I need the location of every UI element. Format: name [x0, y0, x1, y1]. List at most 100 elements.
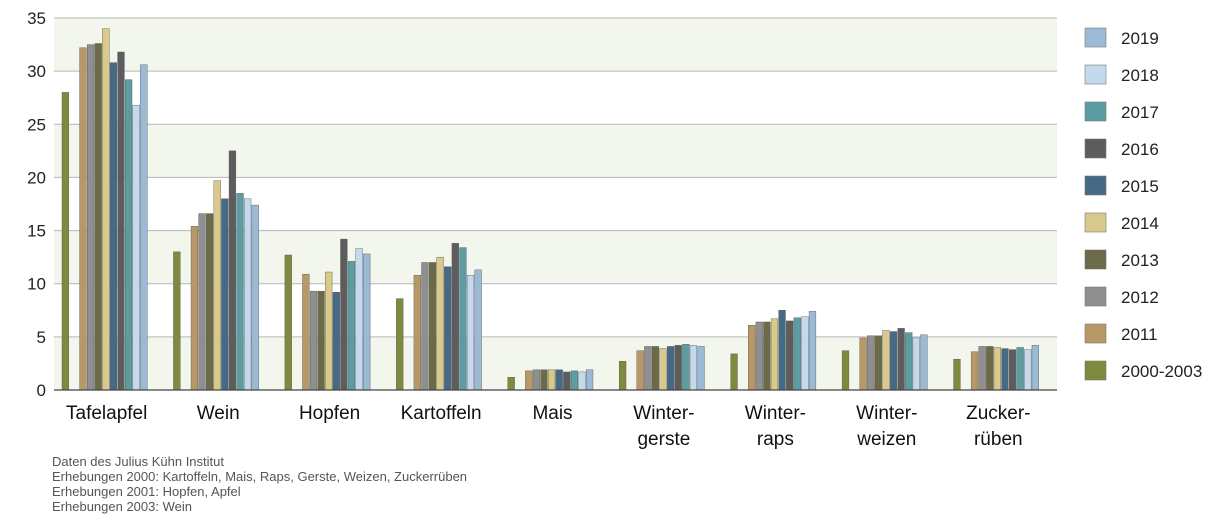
- bar: [132, 104, 140, 391]
- bar: [874, 335, 882, 391]
- bar: [173, 251, 181, 391]
- legend-label: 2016: [1121, 140, 1159, 159]
- category-label: Winter-: [745, 403, 806, 424]
- bar: [251, 204, 259, 391]
- legend-label: 2011: [1121, 325, 1158, 344]
- bar: [117, 51, 125, 391]
- bar: [786, 320, 794, 391]
- category-label: Winter-: [633, 403, 694, 424]
- bar: [555, 369, 563, 391]
- y-tick-label: 10: [27, 275, 46, 294]
- bar: [421, 262, 429, 391]
- bar: [466, 275, 475, 391]
- legend-label: 2013: [1121, 251, 1159, 270]
- bar: [436, 256, 444, 391]
- category-label: Mais: [532, 403, 572, 424]
- legend-swatch: [1084, 360, 1107, 381]
- bar: [540, 369, 548, 391]
- bar: [578, 371, 586, 391]
- note-line: Daten des Julius Kühn Institut: [52, 454, 224, 469]
- bar: [953, 358, 961, 391]
- category-label: gerste: [637, 429, 690, 450]
- bar: [363, 253, 371, 391]
- category-label: raps: [757, 429, 794, 450]
- bar: [213, 180, 221, 391]
- bar: [474, 269, 482, 391]
- bar: [778, 310, 786, 391]
- bar: [748, 324, 756, 391]
- legend-label: 2014: [1121, 214, 1159, 233]
- legend-swatch: [1084, 101, 1107, 122]
- legend-swatch: [1084, 212, 1107, 233]
- bar: [859, 337, 867, 391]
- bar: [102, 28, 110, 391]
- bar: [532, 369, 540, 391]
- bar: [659, 348, 667, 391]
- category-label: rüben: [974, 429, 1023, 450]
- bar: [674, 345, 682, 391]
- bar: [451, 243, 459, 391]
- legend-label: 2012: [1121, 288, 1159, 307]
- bar: [801, 316, 809, 391]
- legend: 2019 2018 2017 2016 2015 2014 2013 2012 2011 2000…: [1084, 27, 1202, 381]
- grid-band: [54, 336, 1057, 390]
- bar: [547, 369, 556, 391]
- grid-band: [54, 230, 1057, 284]
- bar: [770, 318, 779, 391]
- bar: [355, 248, 363, 391]
- y-tick-label: 20: [27, 168, 46, 187]
- bar: [444, 266, 452, 391]
- bar: [190, 226, 199, 391]
- bar: [905, 332, 913, 391]
- grid-band: [54, 124, 1057, 178]
- bar: [221, 198, 229, 391]
- note-line: Erhebungen 2000: Kartoffeln, Mais, Raps,…: [52, 469, 468, 484]
- note-line: Erhebungen 2003: Wein: [52, 499, 192, 514]
- category-label: Zucker-: [966, 403, 1030, 424]
- bar: [667, 346, 675, 391]
- y-tick-label: 5: [37, 328, 46, 347]
- bar: [570, 370, 578, 391]
- legend-swatch: [1084, 138, 1107, 159]
- bar: [284, 254, 292, 391]
- legend-label: 2019: [1121, 29, 1159, 48]
- legend-swatch: [1084, 249, 1107, 270]
- bar: [793, 317, 801, 391]
- bar: [1031, 345, 1039, 391]
- bar: [986, 346, 994, 391]
- bar: [206, 213, 214, 391]
- bar: [867, 335, 875, 391]
- legend-label: 2017: [1121, 103, 1159, 122]
- bar: [730, 353, 738, 391]
- y-tick-label: 25: [27, 115, 46, 134]
- bar: [889, 331, 898, 391]
- y-tick-label: 0: [37, 381, 46, 400]
- y-tick-label: 15: [27, 222, 46, 241]
- bar: [459, 247, 467, 391]
- category-label: Wein: [197, 403, 240, 424]
- category-label: weizen: [856, 429, 916, 450]
- legend-swatch: [1084, 27, 1107, 48]
- legend-swatch: [1084, 64, 1107, 85]
- bar: [689, 345, 698, 391]
- bar: [970, 351, 979, 391]
- legend-label: 2018: [1121, 66, 1159, 85]
- bar: [86, 44, 95, 391]
- bar: [347, 261, 356, 391]
- bar: [94, 43, 102, 391]
- bar: [325, 271, 333, 391]
- bar: [61, 92, 70, 391]
- bars: [61, 28, 1039, 391]
- bar: [636, 350, 644, 391]
- legend-swatch: [1084, 323, 1107, 344]
- bar: [882, 330, 890, 391]
- bar: [396, 298, 404, 391]
- legend-swatch: [1084, 175, 1107, 196]
- bar: [413, 275, 421, 391]
- source-notes: Daten des Julius Kühn Institut Erhebunge…: [52, 454, 467, 514]
- note-line: Erhebungen 2001: Hopfen, Apfel: [52, 484, 241, 499]
- bar: [309, 290, 318, 391]
- bar: [124, 79, 133, 391]
- bar: [525, 370, 533, 391]
